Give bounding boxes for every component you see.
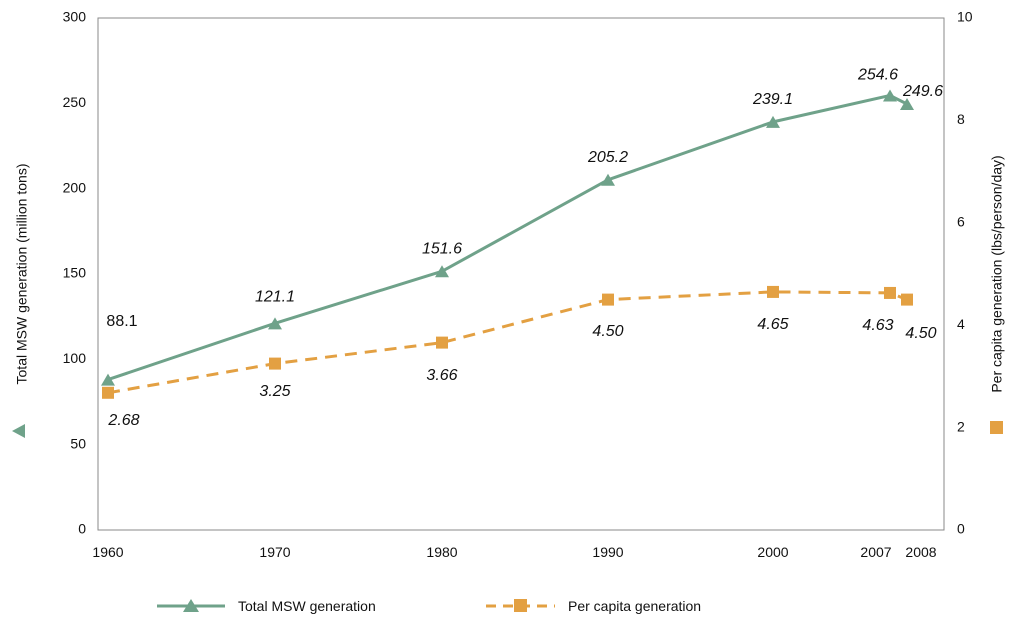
x-tick-label: 1960: [92, 544, 123, 560]
left-axis-title-group: Total MSW generation (million tons): [14, 164, 30, 385]
left-tick-label: 250: [63, 94, 87, 110]
per-capita-data-label: 4.65: [757, 316, 788, 333]
series-line-total-msw: [107, 94, 908, 382]
right-tick-label: 0: [957, 521, 965, 537]
left-tick-label: 200: [63, 179, 87, 195]
total-msw-data-label: 239.1: [752, 91, 793, 108]
right-axis-title: Per capita generation (lbs/person/day): [989, 155, 1005, 392]
right-axis-ticks: 0 2 4 6 8 10: [957, 9, 973, 537]
total-msw-data-label: 205.2: [587, 149, 628, 166]
total-msw-point-triangle-icon: [883, 89, 897, 102]
left-tick-label: 100: [63, 350, 87, 366]
legend-label-per-capita: Per capita generation: [568, 598, 701, 614]
x-tick-label: 2007: [860, 544, 891, 560]
series-line-per-capita: [107, 290, 908, 395]
series-layer: [101, 89, 914, 399]
per-capita-point-square-icon: [602, 293, 614, 306]
right-tick-label: 2: [957, 418, 965, 434]
total-msw-data-label: 88.1: [106, 313, 137, 330]
x-tick-label: 2008: [905, 544, 936, 560]
right-axis-title-group: Per capita generation (lbs/person/day): [989, 155, 1005, 392]
left-tick-label: 0: [78, 521, 86, 537]
per-capita-data-label: 4.50: [905, 325, 936, 342]
total-msw-point-triangle-icon: [268, 317, 282, 330]
legend-square-icon: [514, 599, 527, 612]
legend-triangle-icon: [183, 599, 199, 612]
right-tick-label: 8: [957, 111, 965, 127]
plot-frame: [97, 17, 945, 531]
x-axis-ticks: 1960 1970 1980 1990 2000 2007 2008: [92, 544, 936, 560]
per-capita-data-label: 4.50: [592, 323, 623, 340]
per-capita-data-label: 4.63: [862, 317, 893, 334]
per-capita-point-square-icon: [269, 357, 281, 370]
left-axis-series-marker-icon: [12, 424, 25, 438]
x-tick-label: 2000: [757, 544, 788, 560]
right-tick-label: 4: [957, 316, 965, 332]
total-msw-point-triangle-icon: [101, 373, 115, 386]
legend: Total MSW generation Per capita generati…: [157, 598, 701, 614]
total-msw-point-triangle-icon: [435, 265, 449, 278]
per-capita-data-label: 3.66: [426, 367, 457, 384]
legend-label-total: Total MSW generation: [238, 598, 376, 614]
total-msw-point-triangle-icon: [900, 98, 914, 111]
total-msw-data-label: 121.1: [255, 289, 295, 306]
left-tick-label: 150: [63, 265, 87, 281]
total-msw-data-label: 151.6: [422, 240, 462, 257]
left-axis-title: Total MSW generation (million tons): [14, 164, 30, 385]
per-capita-data-label: 2.68: [107, 412, 139, 429]
total-msw-data-label: 254.6: [857, 67, 898, 84]
total-msw-point-triangle-icon: [766, 115, 780, 128]
right-axis-series-marker-icon: [990, 421, 1003, 434]
left-tick-label: 50: [70, 435, 86, 451]
total-msw-point-triangle-icon: [601, 173, 615, 186]
x-tick-label: 1980: [426, 544, 457, 560]
x-tick-label: 1970: [259, 544, 290, 560]
right-tick-label: 6: [957, 214, 965, 230]
per-capita-point-square-icon: [102, 386, 114, 399]
per-capita-point-square-icon: [436, 336, 448, 349]
per-capita-data-label: 3.25: [259, 383, 290, 400]
left-tick-label: 300: [63, 9, 87, 25]
x-tick-label: 1990: [592, 544, 623, 560]
total-msw-data-label: 249.6: [902, 83, 943, 100]
per-capita-point-square-icon: [767, 285, 779, 298]
per-capita-point-square-icon: [901, 293, 913, 306]
right-tick-label: 10: [957, 9, 973, 25]
left-axis-ticks: 0 50 100 150 200 250 300: [63, 9, 87, 537]
per-capita-point-square-icon: [884, 286, 896, 299]
